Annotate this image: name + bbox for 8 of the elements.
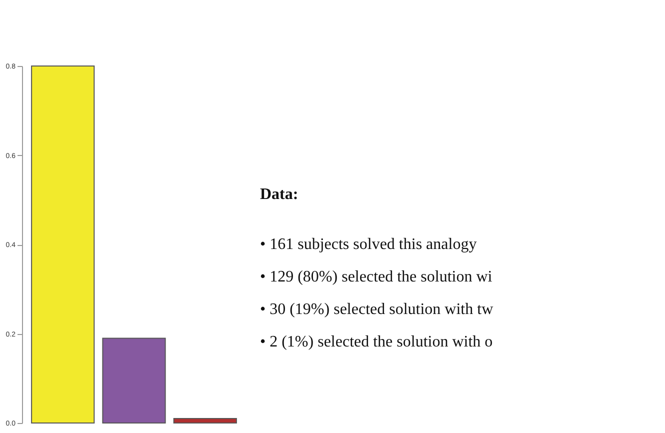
text: • 2 (1%) selected the solution with o bbox=[260, 334, 493, 350]
text: • 161 subjects solved this analogy bbox=[260, 236, 477, 253]
bar bbox=[102, 338, 166, 424]
text: • 129 (80%) selected the solution wi bbox=[260, 268, 493, 286]
text: Data: bbox=[260, 186, 298, 203]
bar bbox=[31, 66, 95, 424]
text: • 30 (19%) selected solution with tw bbox=[260, 301, 494, 318]
bar bbox=[173, 418, 237, 424]
